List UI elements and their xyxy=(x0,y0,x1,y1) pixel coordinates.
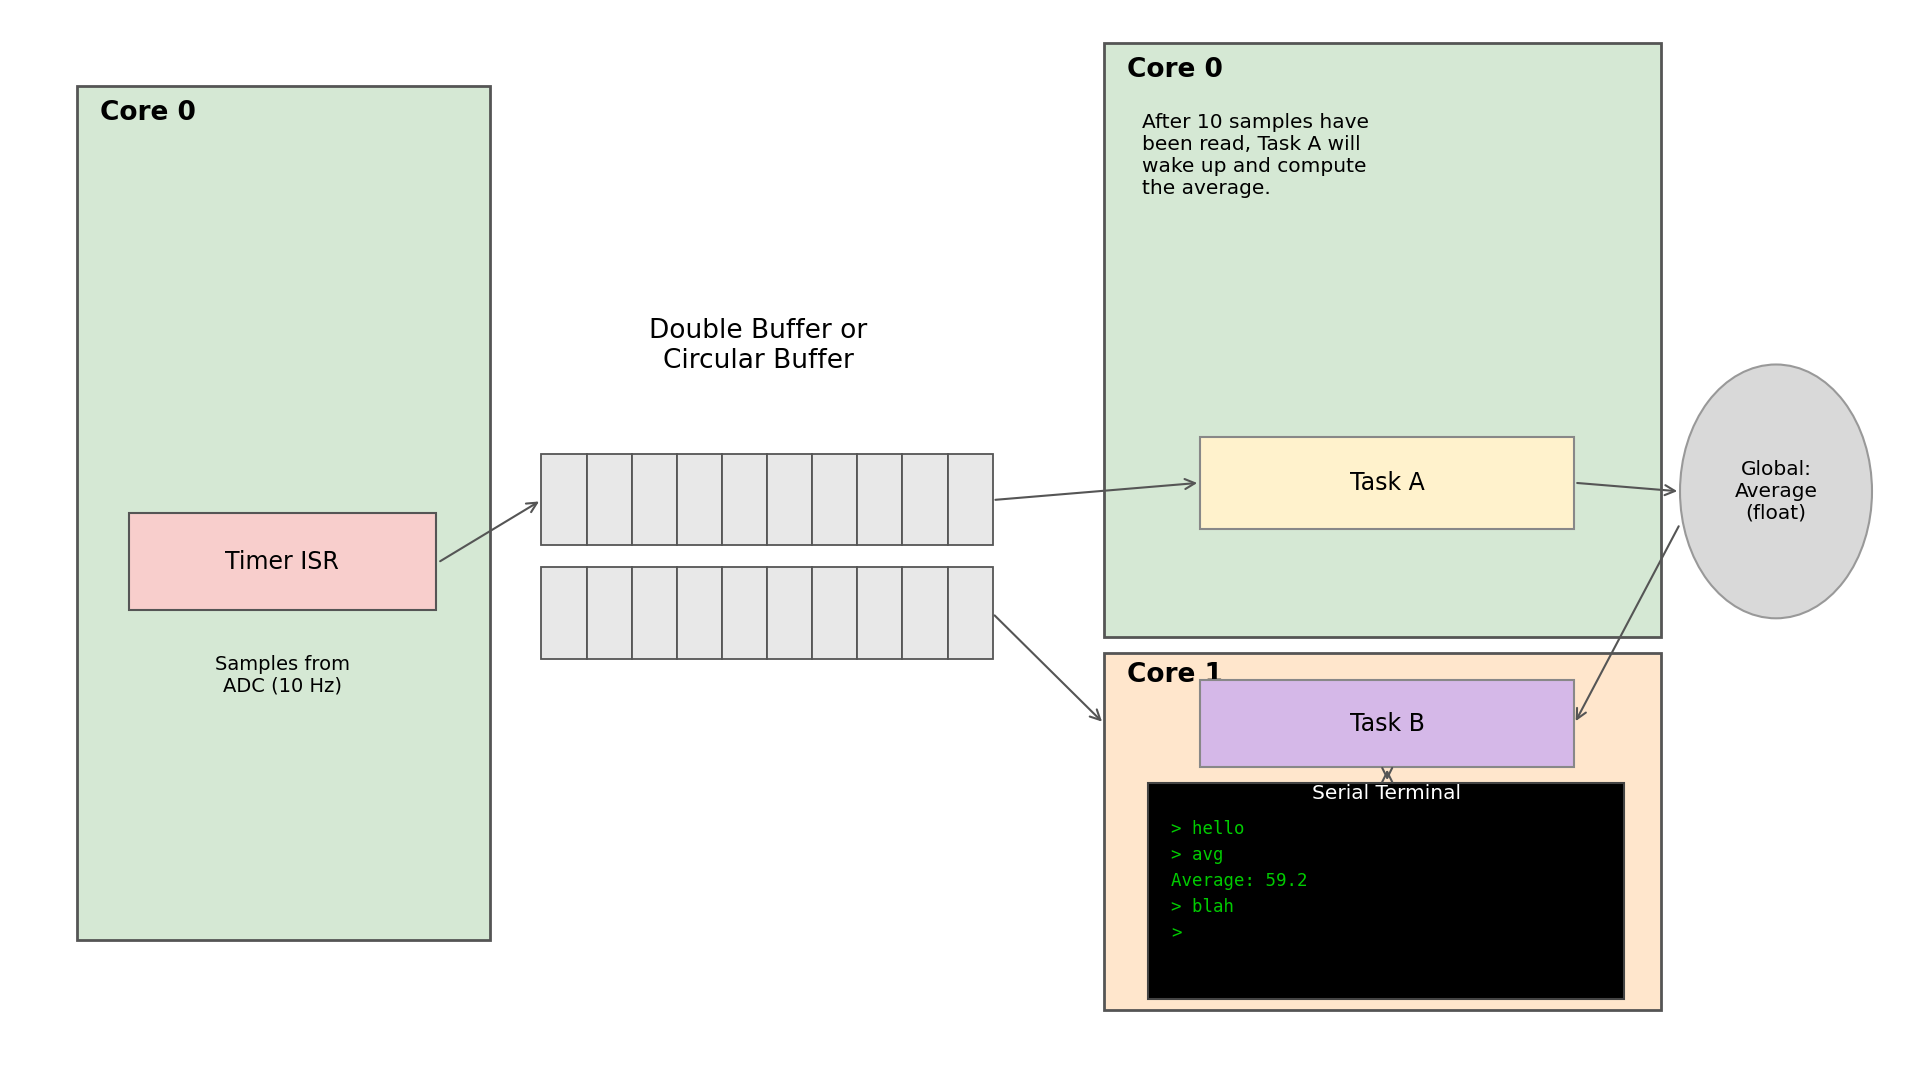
Text: Global:
Average
(float): Global: Average (float) xyxy=(1734,460,1818,523)
Text: > hello: > hello xyxy=(1171,821,1244,838)
FancyBboxPatch shape xyxy=(856,454,902,545)
FancyBboxPatch shape xyxy=(1200,437,1574,529)
Text: Task B: Task B xyxy=(1350,712,1425,735)
FancyBboxPatch shape xyxy=(766,567,812,659)
FancyBboxPatch shape xyxy=(902,567,948,659)
FancyBboxPatch shape xyxy=(722,454,768,545)
Text: Timer ISR: Timer ISR xyxy=(225,550,340,573)
FancyBboxPatch shape xyxy=(947,567,993,659)
FancyBboxPatch shape xyxy=(902,454,948,545)
FancyBboxPatch shape xyxy=(632,567,676,659)
Text: Serial Terminal: Serial Terminal xyxy=(1311,784,1461,804)
FancyBboxPatch shape xyxy=(588,454,632,545)
Text: > blah: > blah xyxy=(1171,899,1235,916)
Text: Core 0: Core 0 xyxy=(1127,57,1223,83)
Text: Core 1: Core 1 xyxy=(1127,662,1223,688)
FancyBboxPatch shape xyxy=(766,454,812,545)
FancyBboxPatch shape xyxy=(812,567,856,659)
FancyBboxPatch shape xyxy=(947,454,993,545)
FancyBboxPatch shape xyxy=(1148,783,1624,999)
FancyBboxPatch shape xyxy=(1104,653,1661,1010)
FancyBboxPatch shape xyxy=(129,513,436,610)
Text: Average: 59.2: Average: 59.2 xyxy=(1171,873,1308,890)
Text: >: > xyxy=(1171,924,1181,942)
FancyBboxPatch shape xyxy=(541,454,588,545)
FancyBboxPatch shape xyxy=(632,454,676,545)
FancyBboxPatch shape xyxy=(1200,680,1574,767)
FancyBboxPatch shape xyxy=(812,454,856,545)
FancyBboxPatch shape xyxy=(676,567,722,659)
Text: > avg: > avg xyxy=(1171,847,1223,864)
Text: After 10 samples have
been read, Task A will
wake up and compute
the average.: After 10 samples have been read, Task A … xyxy=(1142,113,1369,199)
FancyBboxPatch shape xyxy=(588,567,632,659)
Text: Double Buffer or
Circular Buffer: Double Buffer or Circular Buffer xyxy=(649,318,868,374)
Text: Task A: Task A xyxy=(1350,471,1425,496)
FancyBboxPatch shape xyxy=(856,567,902,659)
Text: Core 0: Core 0 xyxy=(100,100,196,126)
FancyBboxPatch shape xyxy=(77,86,490,940)
Text: Samples from
ADC (10 Hz): Samples from ADC (10 Hz) xyxy=(215,654,349,696)
FancyBboxPatch shape xyxy=(1104,43,1661,637)
Ellipse shape xyxy=(1680,365,1872,618)
FancyBboxPatch shape xyxy=(541,567,588,659)
FancyBboxPatch shape xyxy=(676,454,722,545)
FancyBboxPatch shape xyxy=(722,567,768,659)
